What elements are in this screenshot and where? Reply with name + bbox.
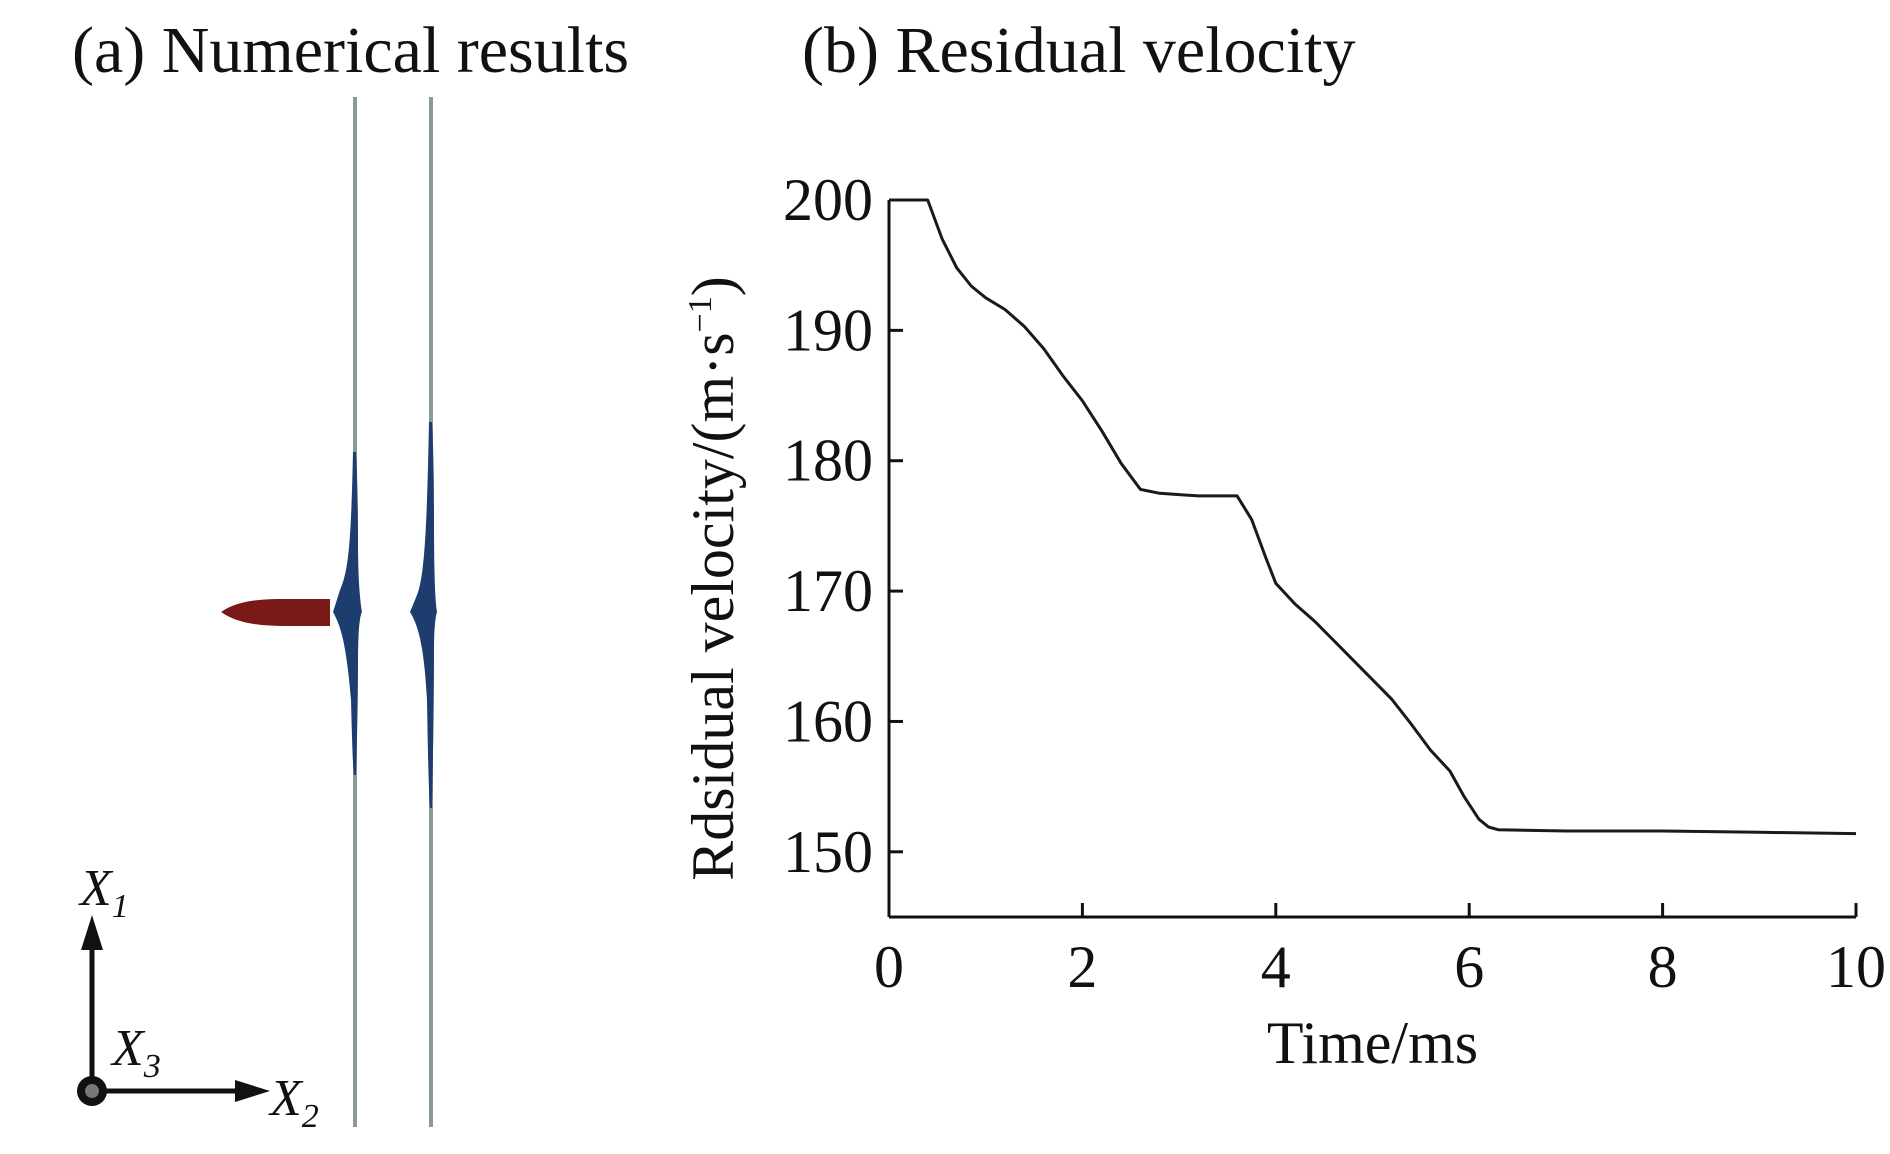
coordinate-triad: X1 X3 X2: [77, 860, 319, 1135]
y-axis-label: Rdsidual velocity/(m·s−1): [680, 276, 746, 880]
residual-velocity-line: [889, 198, 1857, 836]
y-tick-label: 170: [783, 558, 873, 624]
projectile: [221, 599, 330, 626]
x-tick-label: 2: [1067, 934, 1097, 1000]
panel-b: (b) Residual velocity 0 2 4 6 8 10 1501601701…: [680, 14, 1886, 1076]
panel-a: (a) Numerical results X1 X3 X2: [72, 14, 629, 1135]
y-tick-label: 150: [783, 819, 873, 885]
x3-axis-dot: [85, 1084, 99, 1098]
x2-arrow-head: [235, 1080, 270, 1102]
x-tick-label: 6: [1454, 934, 1484, 1000]
panel-a-title: (a) Numerical results: [72, 14, 629, 87]
debris-front-plate: [333, 452, 362, 775]
x-tick-label: 0: [874, 934, 904, 1000]
y-ticks: 150 160 170 180 190 200: [783, 167, 903, 885]
x2-axis-label: X2: [268, 1070, 319, 1135]
y-tick-label: 190: [783, 297, 873, 363]
x-tick-label: 4: [1261, 934, 1291, 1000]
x-tick-label: 10: [1826, 934, 1886, 1000]
x1-arrow-head: [81, 915, 103, 950]
x-axis-label: Time/ms: [1267, 1010, 1478, 1076]
y-tick-label: 160: [783, 688, 873, 754]
x-ticks: 0 2 4 6 8 10: [874, 903, 1886, 1000]
x-tick-label: 8: [1648, 934, 1678, 1000]
velocity-chart: 0 2 4 6 8 10 150 160 170 180 190 200 Time/ms Rdsid…: [680, 167, 1886, 1076]
y-tick-label: 200: [783, 167, 873, 233]
debris-rear-plate: [410, 422, 437, 808]
x1-axis-label: X1: [78, 860, 129, 925]
y-tick-label: 180: [783, 428, 873, 494]
panel-b-title: (b) Residual velocity: [802, 14, 1356, 87]
x3-axis-label: X3: [110, 1020, 161, 1085]
